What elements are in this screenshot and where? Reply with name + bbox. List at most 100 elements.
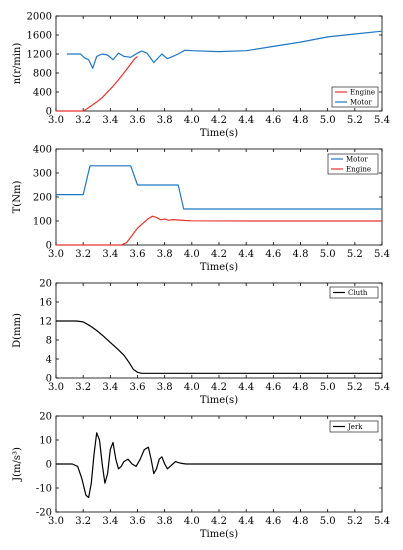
x-tick-label: 4.0 xyxy=(184,249,200,260)
x-tick-label: 4.2 xyxy=(211,115,227,126)
y-tick-label: 2000 xyxy=(27,12,52,23)
x-tick-label: 3.0 xyxy=(48,382,64,393)
x-tick-label: 3.4 xyxy=(102,382,118,393)
y-tick-label: 0 xyxy=(46,107,52,118)
y-tick-label: 100 xyxy=(33,217,52,228)
x-tick-label: 4.6 xyxy=(265,115,281,126)
y-tick-label: 20 xyxy=(39,279,52,290)
legend-label: Jerk xyxy=(347,423,363,431)
legend: Cluth xyxy=(329,286,379,299)
x-tick-label: 3.2 xyxy=(75,249,91,260)
y-tick-label: -10 xyxy=(36,484,52,495)
legend-label: Motor xyxy=(350,99,372,107)
x-tick-label: 4.0 xyxy=(184,516,200,527)
x-tick-label: 5.4 xyxy=(374,249,390,260)
x-tick-label: 3.6 xyxy=(130,516,146,527)
chart-3: 3.0 3.2 3.4 3.6 3.8 4.0 4.2 4.4 4.6 4.8 5.0 5.2 5.4 0… xyxy=(12,279,390,407)
x-axis-label: Time(s) xyxy=(200,262,238,273)
x-tick-label: 3.6 xyxy=(130,382,146,393)
x-tick-label: 5.2 xyxy=(347,115,363,126)
y-tick-label: 12 xyxy=(39,317,52,328)
x-tick-label: 3.4 xyxy=(102,115,118,126)
y-tick-label: 0 xyxy=(46,374,52,385)
legend-box xyxy=(329,420,379,433)
y-axis-label: D(mm) xyxy=(12,313,23,348)
x-tick-label: 4.8 xyxy=(293,115,309,126)
x-tick-label: 3.8 xyxy=(157,382,173,393)
x-tick-label: 4.0 xyxy=(184,382,200,393)
x-tick-label: 5.0 xyxy=(320,382,336,393)
y-axis-label: T(Nm) xyxy=(12,181,23,214)
x-tick-label: 5.0 xyxy=(320,249,336,260)
y-tick-label: 1600 xyxy=(27,31,52,42)
x-tick-label: 3.0 xyxy=(48,516,64,527)
y-tick-label: 0 xyxy=(46,241,52,252)
series-line-jerk xyxy=(56,432,382,499)
legend-label: Engine xyxy=(350,89,375,97)
x-tick-label: 3.4 xyxy=(102,516,118,527)
x-tick-label: 3.4 xyxy=(102,249,118,260)
x-tick-label: 4.2 xyxy=(211,249,227,260)
x-tick-label: 3.6 xyxy=(130,115,146,126)
x-tick-label: 3.2 xyxy=(75,115,91,126)
x-tick-label: 3.8 xyxy=(157,516,173,527)
y-axis-label: J(m/s³) xyxy=(12,447,23,482)
legend: Engine Motor xyxy=(331,86,379,108)
y-tick-label: -20 xyxy=(36,508,52,519)
x-tick-label: 3.0 xyxy=(48,115,64,126)
x-tick-label: 3.2 xyxy=(75,516,91,527)
x-tick-label: 3.2 xyxy=(75,382,91,393)
x-tick-label: 5.4 xyxy=(374,516,390,527)
x-tick-label: 4.6 xyxy=(265,249,281,260)
y-axis-label: n(r/min) xyxy=(12,43,23,85)
x-tick-label: 3.8 xyxy=(157,249,173,260)
x-tick-label: 4.0 xyxy=(184,115,200,126)
x-tick-label: 4.4 xyxy=(238,115,254,126)
x-tick-label: 5.4 xyxy=(374,115,390,126)
x-tick-label: 4.6 xyxy=(265,516,281,527)
y-tick-label: 400 xyxy=(33,88,52,99)
x-axis-label: Time(s) xyxy=(200,529,238,540)
y-tick-label: 8 xyxy=(46,336,52,347)
series-line-engine xyxy=(56,215,382,246)
legend-label: Motor xyxy=(346,156,368,164)
x-tick-label: 4.8 xyxy=(293,249,309,260)
x-tick-label: 3.6 xyxy=(130,249,146,260)
y-tick-label: 20 xyxy=(39,412,52,423)
y-tick-label: 300 xyxy=(33,169,52,180)
legend-label: Cluth xyxy=(348,289,368,297)
x-tick-label: 5.2 xyxy=(347,382,363,393)
x-tick-label: 3.0 xyxy=(48,249,64,260)
y-tick-label: 200 xyxy=(33,193,52,204)
x-tick-label: 5.0 xyxy=(320,516,336,527)
legend: Motor Engine xyxy=(327,153,379,175)
x-tick-label: 4.2 xyxy=(211,516,227,527)
legend-label: Engine xyxy=(346,166,371,174)
x-tick-label: 4.8 xyxy=(293,382,309,393)
x-tick-label: 5.2 xyxy=(347,249,363,260)
chart-2: 3.0 3.2 3.4 3.6 3.8 4.0 4.2 4.4 4.6 4.8 5.0 5.2 5.4 0… xyxy=(12,145,390,274)
x-axis-label: Time(s) xyxy=(200,128,238,139)
y-tick-label: 800 xyxy=(33,69,52,80)
x-tick-label: 4.4 xyxy=(238,516,254,527)
x-tick-label: 5.0 xyxy=(320,115,336,126)
x-tick-label: 4.8 xyxy=(293,516,309,527)
x-tick-label: 4.6 xyxy=(265,382,281,393)
x-axis-label: Time(s) xyxy=(200,395,238,406)
x-tick-label: 5.2 xyxy=(347,516,363,527)
y-tick-label: 1200 xyxy=(27,50,52,61)
y-tick-label: 4 xyxy=(46,355,52,366)
x-tick-label: 4.2 xyxy=(211,382,227,393)
x-tick-label: 4.4 xyxy=(238,249,254,260)
chart-1: 3.0 3.2 3.4 3.6 3.8 4.0 4.2 4.4 4.6 4.8 5.0 5.2 5.4 0… xyxy=(12,12,390,140)
y-tick-label: 10 xyxy=(39,436,52,447)
x-tick-label: 3.8 xyxy=(157,115,173,126)
y-tick-label: 16 xyxy=(39,298,52,309)
legend-box xyxy=(329,286,379,299)
legend: Jerk xyxy=(329,420,379,433)
series-line-motor xyxy=(56,165,382,210)
y-tick-label: 0 xyxy=(46,460,52,471)
series-line-cluth xyxy=(56,320,382,374)
series-line-engine xyxy=(56,55,138,112)
